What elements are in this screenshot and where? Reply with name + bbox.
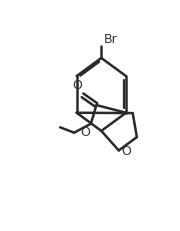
Text: O: O: [122, 145, 131, 158]
Text: Br: Br: [104, 33, 118, 46]
Text: O: O: [72, 79, 82, 92]
Text: O: O: [80, 126, 90, 139]
